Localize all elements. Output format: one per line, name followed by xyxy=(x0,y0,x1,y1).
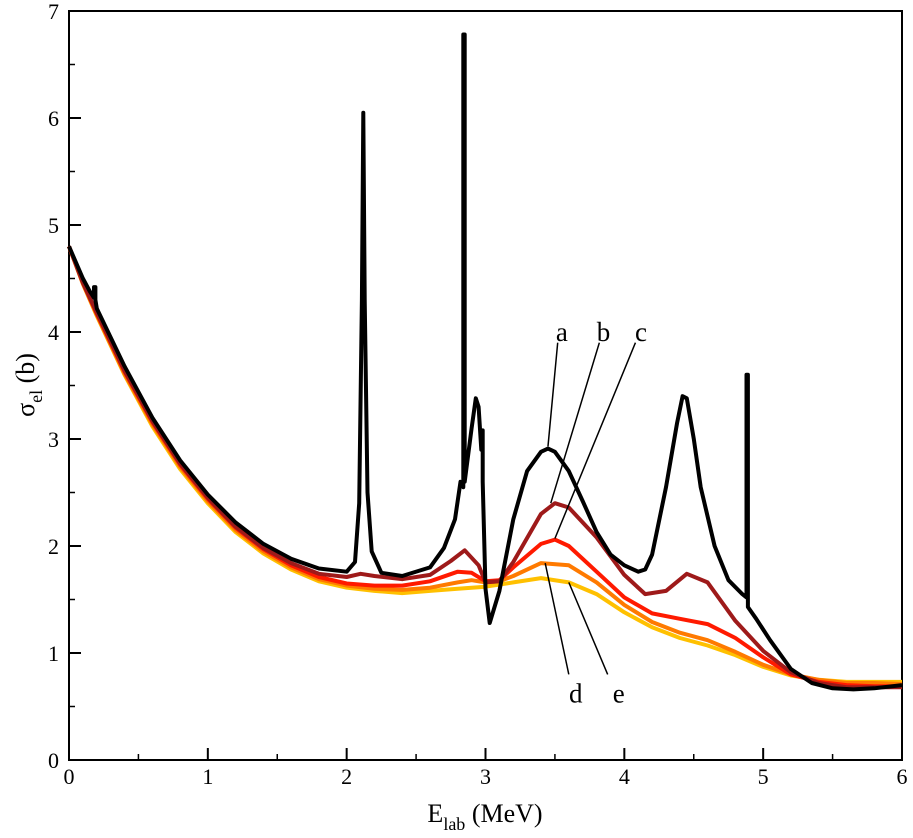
y-tick-label: 0 xyxy=(48,748,59,773)
series-line-d xyxy=(67,245,903,686)
annotation-label-b: b xyxy=(597,317,611,347)
annotation-pointer-b xyxy=(550,342,601,504)
annotation-pointer-c xyxy=(554,342,637,539)
x-tick-label: 0 xyxy=(64,764,75,789)
series-line-b xyxy=(67,245,902,690)
y-tick-label: 7 xyxy=(48,0,59,24)
series-line-e xyxy=(67,245,902,684)
ticks-layer: 0 1 2 3 4 5 6 0 1 2 3 4 5 6 7 xyxy=(48,0,908,789)
annotation-label-d: d xyxy=(569,679,583,709)
x-tick-label: 5 xyxy=(758,764,769,789)
annotation-pointer-a xyxy=(547,342,559,447)
annotations-layer: a b c d e xyxy=(544,317,647,709)
y-tick-label: 2 xyxy=(48,534,59,559)
y-tick-label: 3 xyxy=(48,427,59,452)
y-tick-label: 6 xyxy=(48,106,59,131)
series-line-c xyxy=(67,245,902,689)
annotation-label-e: e xyxy=(613,679,625,709)
x-tick-label: 1 xyxy=(202,764,213,789)
annotation-label-a: a xyxy=(556,317,568,347)
y-tick-label: 1 xyxy=(48,641,59,666)
annotation-label-c: c xyxy=(635,317,647,347)
x-tick-label: 2 xyxy=(341,764,352,789)
y-tick-label: 5 xyxy=(48,213,59,238)
x-axis-title: Elab (MeV) xyxy=(427,799,542,834)
x-tick-label: 3 xyxy=(480,764,491,789)
x-tick-label: 4 xyxy=(619,764,630,789)
x-tick-label: 6 xyxy=(897,764,908,789)
series-line-a xyxy=(67,32,903,692)
series-layer xyxy=(67,32,903,692)
y-axis-title: σel (b) xyxy=(11,353,46,417)
y-tick-label: 4 xyxy=(48,320,59,345)
annotation-pointer-d xyxy=(544,562,570,675)
annotation-pointer-e xyxy=(568,582,609,675)
